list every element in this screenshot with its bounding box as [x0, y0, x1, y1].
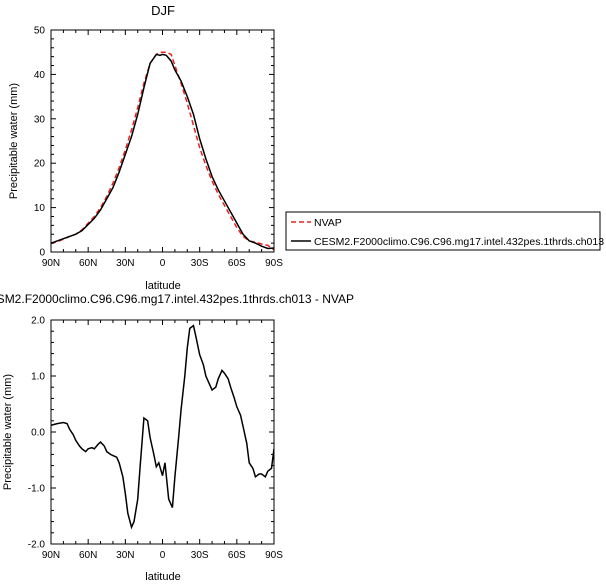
top-chart-plot-area: 90N 60N 30N 0 30S 60S 90S 0 10 20 30 40 50: [34, 26, 283, 270]
top-chart-x-tick-label: 30N: [116, 258, 134, 269]
bottom-chart-y-tick-label: 0.0: [31, 428, 45, 439]
top-chart: DJF 90N 60N 30N 0 30S 60S 90S 0 10 20 30 40 50 latit…: [8, 3, 283, 292]
bottom-chart-x-axis-label: latitude: [145, 571, 180, 583]
top-chart-y-tick-label: 50: [34, 26, 46, 37]
bottom-chart-x-tick-label: 60S: [228, 550, 246, 561]
bottom-chart-x-tick-label: 30N: [116, 550, 134, 561]
top-chart-y-axis-label: Precipitable water (mm): [8, 83, 20, 199]
top-chart-x-axis-label: latitude: [145, 280, 180, 292]
bottom-chart-frame: [50, 319, 275, 545]
bottom-chart-title: CESM2.F2000climo.C96.C96.mg17.intel.432p…: [0, 292, 354, 306]
bottom-chart-y-tick-label: -1.0: [28, 484, 46, 495]
top-chart-x-tick-label: 90N: [42, 258, 60, 269]
top-chart-x-tick-label: 90S: [265, 258, 283, 269]
top-chart-x-tick-label: 60S: [228, 258, 246, 269]
top-chart-x-tick-label: 0: [160, 258, 166, 269]
top-chart-y-tick-label: 40: [34, 70, 46, 81]
legend-box: [285, 211, 601, 251]
bottom-chart-series-line-0: [51, 324, 274, 530]
legend-label-nvap: NVAP: [314, 217, 342, 229]
top-chart-y-tick-label: 30: [34, 114, 46, 125]
top-chart-legend: NVAP CESM2.F2000climo.C96.C96.mg17.intel…: [285, 211, 604, 251]
top-chart-x-tick-label: 60N: [79, 258, 97, 269]
bottom-chart-y-tick-label: -2.0: [28, 540, 46, 551]
bottom-chart-y-tick-label: 2.0: [31, 316, 45, 327]
bottom-chart-x-tick-label: 60N: [79, 550, 97, 561]
bottom-chart: CESM2.F2000climo.C96.C96.mg17.intel.432p…: [0, 292, 354, 583]
bottom-chart-x-tick-label: 0: [160, 550, 166, 561]
top-chart-series-line-0: [51, 51, 274, 251]
top-chart-x-tick-label: 30S: [191, 258, 209, 269]
top-chart-title: DJF: [151, 3, 175, 18]
bottom-chart-y-axis-label: Precipitable water (mm): [2, 374, 14, 490]
top-chart-series-line-1: [51, 53, 274, 250]
top-chart-y-tick-label: 10: [34, 203, 46, 214]
bottom-chart-x-tick-label: 30S: [191, 550, 209, 561]
legend-label-cesm2: CESM2.F2000climo.C96.C96.mg17.intel.432p…: [314, 236, 604, 248]
bottom-chart-y-tick-label: 1.0: [31, 372, 45, 383]
top-chart-y-tick-label: 20: [34, 159, 46, 170]
bottom-chart-plot-area: 90N 60N 30N 0 30S 60S 90S 2.0 1.0 0.0 -1.0 -2.0: [28, 316, 283, 562]
top-chart-y-tick-label: 0: [39, 248, 45, 259]
bottom-chart-x-tick-label: 90N: [42, 550, 60, 561]
top-chart-frame: [50, 29, 275, 253]
bottom-chart-x-tick-label: 90S: [265, 550, 283, 561]
